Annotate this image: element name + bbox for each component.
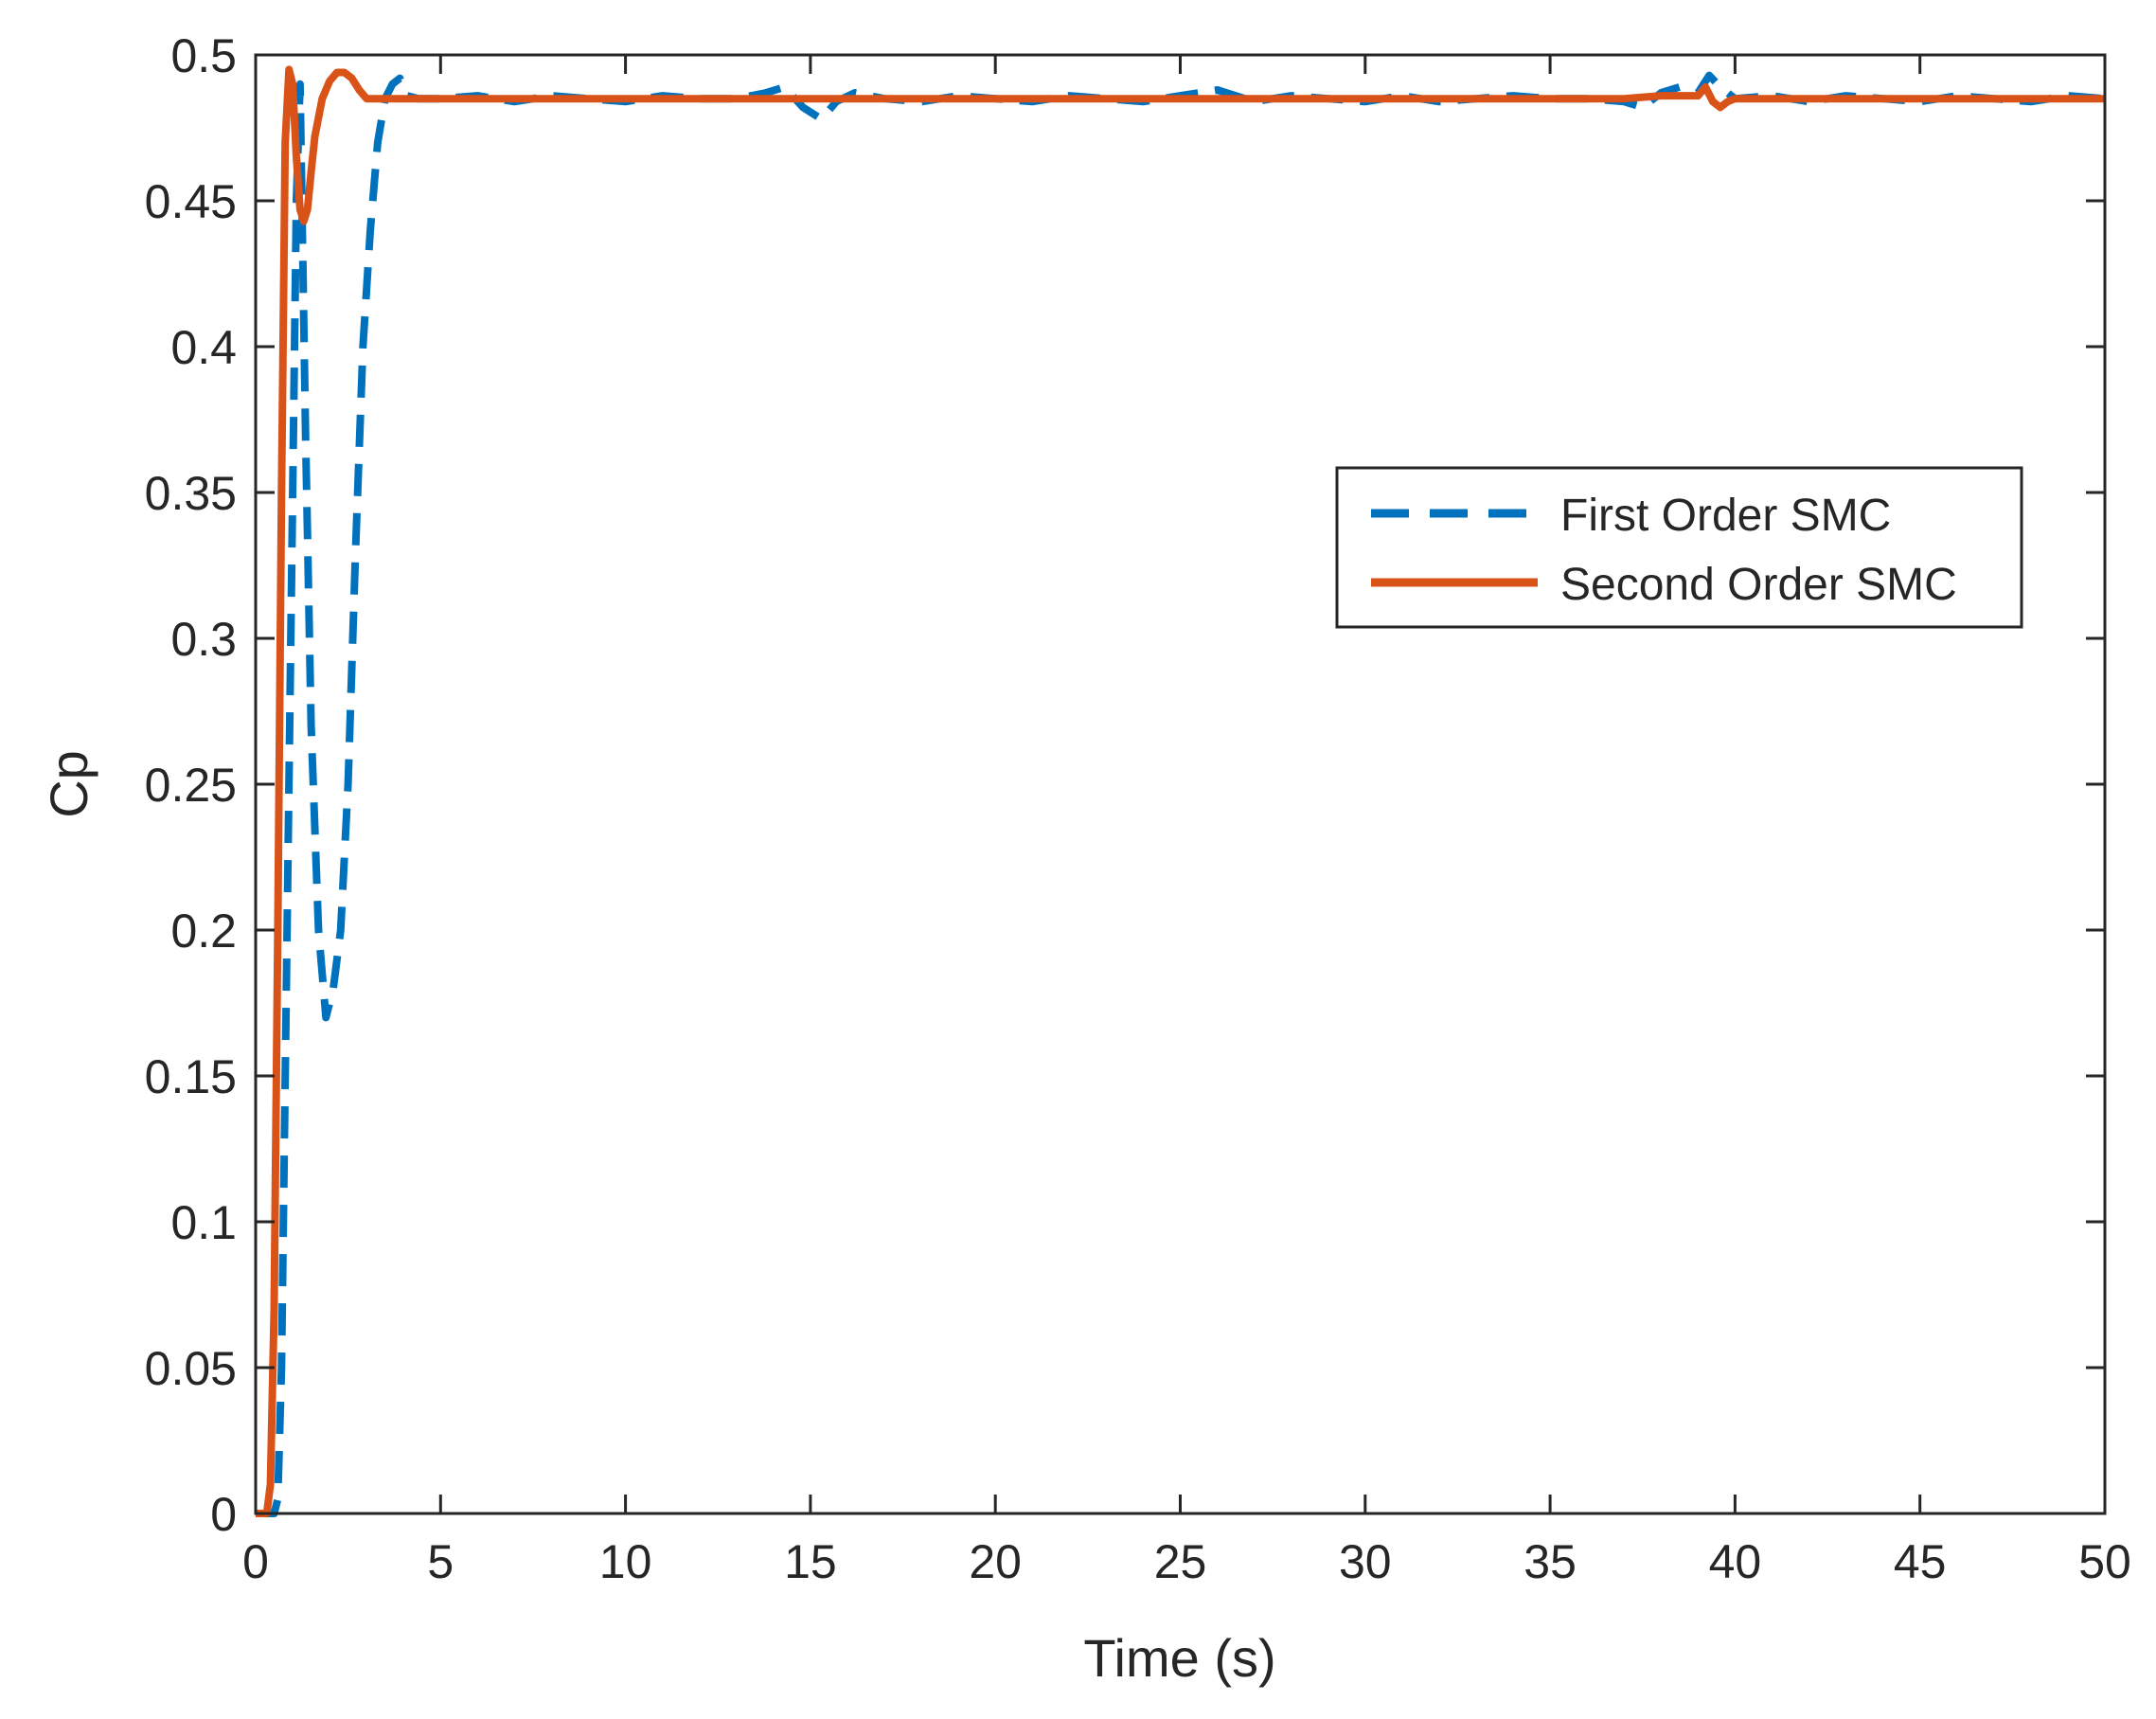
y-tick-label: 0.25 [145,759,237,812]
y-tick-label: 0.45 [145,175,237,228]
x-tick-label: 5 [427,1535,454,1588]
legend-label-first-order: First Order SMC [1560,491,1891,541]
y-axis-label: Cp [39,750,98,818]
series-layer [256,65,2106,1517]
y-tick-label: 0.2 [170,904,237,958]
y-tick-label: 0.4 [170,321,237,374]
y-tick-label: 0.3 [170,613,237,666]
legend-label-second-order: Second Order SMC [1560,560,1957,610]
y-tick-label: 0.15 [145,1050,237,1103]
x-tick-label: 35 [1523,1535,1577,1588]
x-tick-label: 30 [1339,1535,1392,1588]
legend-box [1335,466,2023,629]
x-tick-label: 10 [599,1535,652,1588]
y-tick-label: 0.5 [170,29,237,82]
x-tick-label: 25 [1154,1535,1207,1588]
tick-layer: 0 5 10 15 20 25 30 35 40 45 50 0 0.05 0.1 0.15 0.2 0.25 0… [145,29,2131,1588]
plot-background [256,55,2105,1513]
y-tick-label: 0.05 [145,1342,237,1395]
x-tick-label: 20 [969,1535,1022,1588]
x-axis-label: Time (s) [1083,1628,1275,1688]
x-tick-label: 40 [1709,1535,1762,1588]
x-tick-label: 15 [784,1535,837,1588]
y-tick-label: 0.1 [170,1196,237,1249]
y-tick-label: 0 [210,1488,237,1541]
x-tick-label: 45 [1894,1535,1947,1588]
legend: First Order SMC Second Order SMC [1335,466,2023,629]
x-tick-label: 0 [242,1535,269,1588]
y-tick-label: 0.35 [145,467,237,520]
x-tick-label: 50 [2078,1535,2131,1588]
series-line-2 [256,65,2105,1517]
